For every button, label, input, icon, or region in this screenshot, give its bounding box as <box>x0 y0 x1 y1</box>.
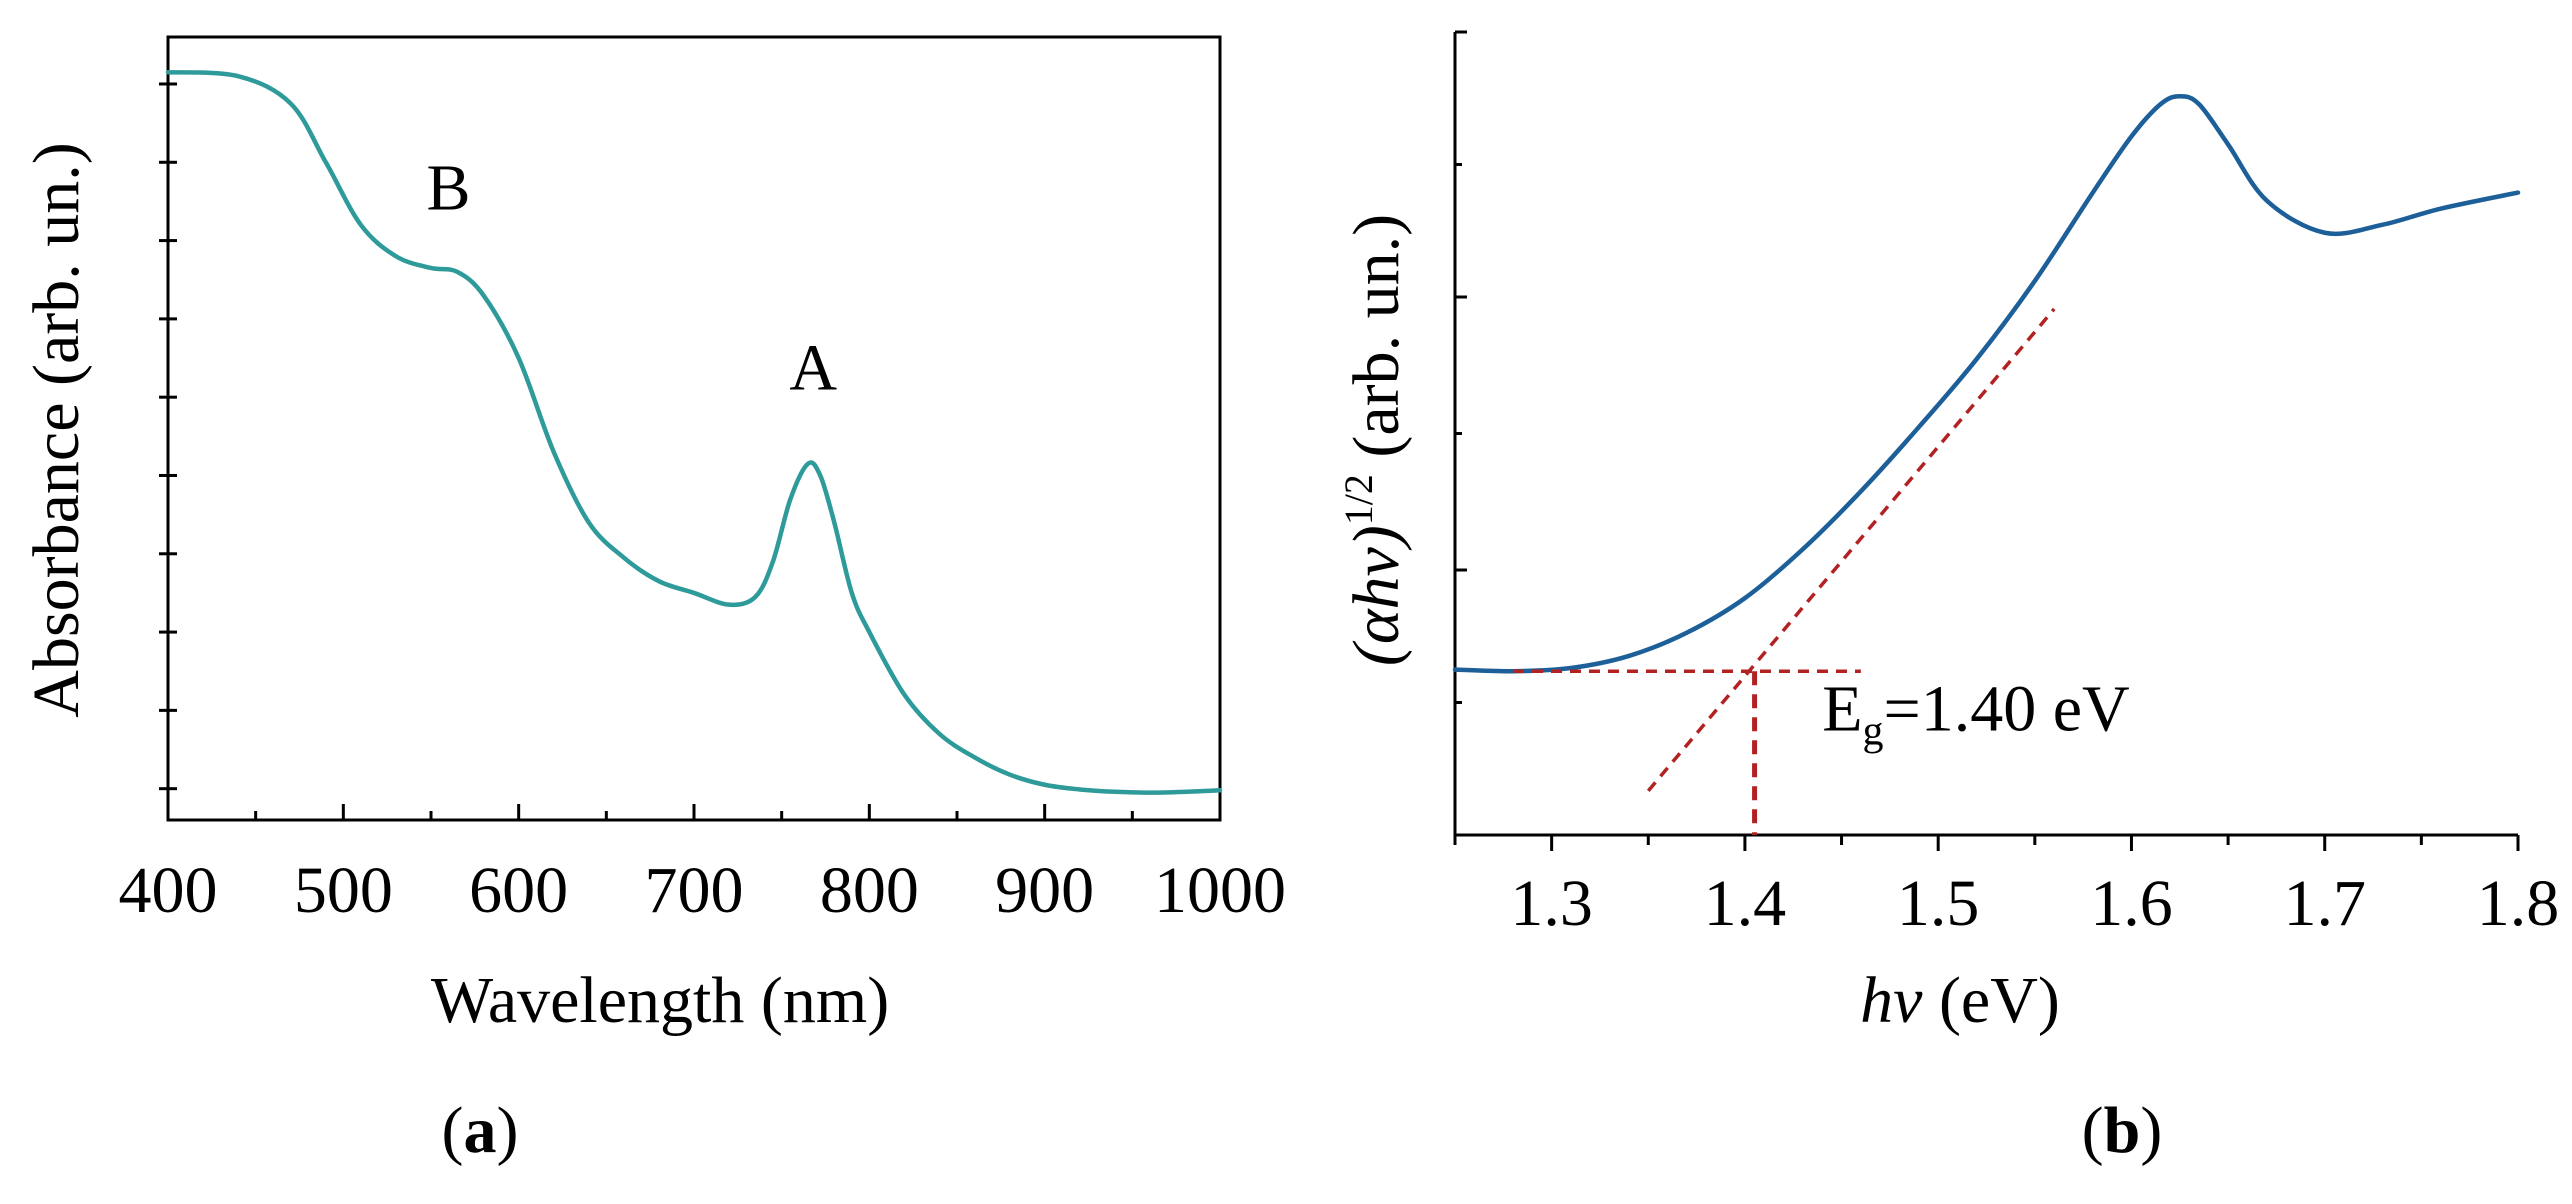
x-tick-label-b: 1.8 <box>2477 867 2560 940</box>
y-axis-label-a: Absorbance (arb. un.) <box>20 142 93 717</box>
x-tick-label-a: 700 <box>645 854 744 927</box>
plot-frame-a <box>166 35 1222 822</box>
panel-label-a: (a) <box>442 1094 519 1167</box>
x-tick-label-b: 1.5 <box>1897 867 1980 940</box>
x-tick-label-a: 900 <box>995 854 1094 927</box>
eg-annotation-sub: g <box>1863 709 1884 755</box>
x-tick-label-a: 500 <box>294 854 393 927</box>
eg-annotation: Eg=1.40 eV <box>1822 673 2130 755</box>
y-axis-label-b-unit: (arb. un.) <box>1340 214 1413 474</box>
tauc-curve <box>1452 93 2521 674</box>
panel-b: 1.3 1.4 1.5 1.6 1.7 1.8 Eg=1.40 eV hν (eV) (αhν)… <box>1336 30 2560 1167</box>
y-axis-label-b: (αhν)1/2 (arb. un.) <box>1336 214 1413 666</box>
peak-label-a: A <box>789 331 837 404</box>
x-tick-label-b: 1.6 <box>2090 867 2173 940</box>
x-tick-label-a: 400 <box>119 854 218 927</box>
eg-annotation-main: E <box>1822 673 1862 746</box>
x-tick-label-b: 1.4 <box>1704 867 1787 940</box>
y-axis-label-b-symbol: (αhν) <box>1340 525 1413 666</box>
x-axis-label-b: hν (eV) <box>1860 964 2060 1037</box>
x-tick-label-b: 1.7 <box>2283 867 2366 940</box>
panel-label-b: (b) <box>2082 1094 2163 1167</box>
x-tick-label-a: 600 <box>469 854 568 927</box>
panel-letter-b: b <box>2104 1094 2141 1167</box>
x-axis-label-b-symbol: hν <box>1860 964 1923 1037</box>
x-axis-label-a: Wavelength (nm) <box>431 964 889 1037</box>
eg-annotation-value: =1.40 eV <box>1884 673 2130 746</box>
x-tick-label-a: 1000 <box>1154 854 1286 927</box>
linear-fit-line <box>1646 307 2056 792</box>
absorbance-curve <box>165 69 1223 795</box>
panel-letter-a: a <box>464 1094 497 1167</box>
panel-a: 400 500 600 700 800 900 1000 B A Wavelength (nm) A… <box>20 35 1286 1167</box>
x-tick-label-a: 800 <box>820 854 919 927</box>
paren-close: ) <box>2140 1094 2162 1167</box>
y-axis-label-b-exponent: 1/2 <box>1336 474 1381 525</box>
paren-close: ) <box>497 1094 519 1167</box>
x-tick-label-b: 1.3 <box>1510 867 1593 940</box>
paren-open: ( <box>2082 1094 2104 1167</box>
peak-label-b: B <box>427 151 471 224</box>
x-axis-label-b-unit: (eV) <box>1922 964 2059 1037</box>
paren-open: ( <box>442 1094 464 1167</box>
